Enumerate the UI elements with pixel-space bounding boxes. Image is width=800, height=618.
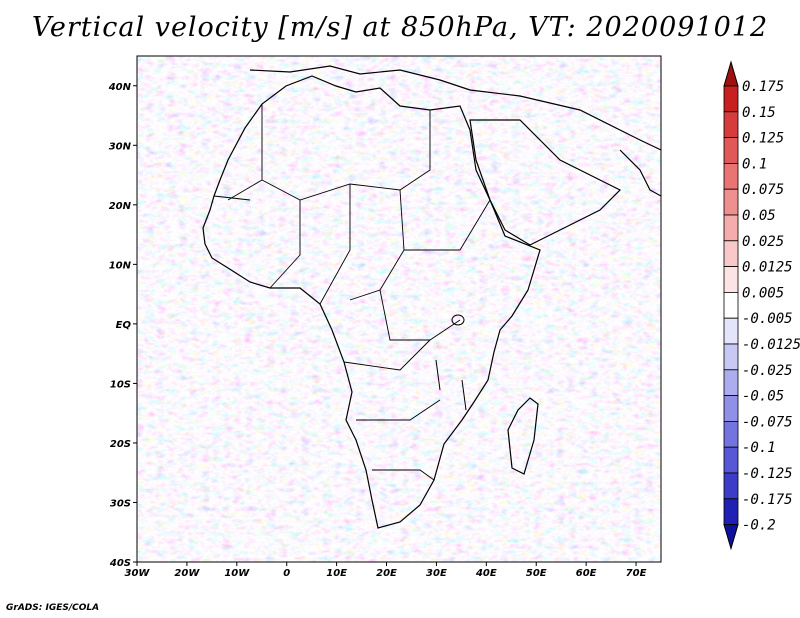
x-tick-label: 20W bbox=[174, 568, 200, 579]
colorbar-label: -0.2 bbox=[742, 518, 776, 534]
colorbar-swatch bbox=[723, 369, 739, 396]
colorbar-swatch bbox=[723, 343, 739, 371]
colorbar: 0.175 0.15 0.125 0.1 0.075 0.05 0.025 0.0125 0.0… bbox=[723, 60, 800, 551]
vertical-velocity-field bbox=[137, 56, 661, 562]
colorbar-swatch bbox=[723, 85, 739, 113]
colorbar-swatch bbox=[723, 395, 739, 422]
colorbar-label: -0.125 bbox=[742, 466, 793, 482]
colorbar-swatch bbox=[723, 266, 739, 293]
madagascar bbox=[507, 397, 539, 475]
x-tick-label: 30W bbox=[125, 568, 151, 579]
colorbar-label: 0.1 bbox=[742, 156, 767, 172]
x-tick-label: 0 bbox=[283, 568, 290, 579]
africa-coastline bbox=[202, 75, 541, 529]
colorbar-swatch bbox=[723, 446, 739, 474]
colorbar-label: 0.15 bbox=[742, 105, 776, 121]
colorbar-swatch bbox=[723, 240, 739, 268]
colorbar-label: 0.075 bbox=[742, 182, 784, 198]
x-axis-ticks: 30W 20W 10W 0 10E 20E 30E 40E 50E 60E 70E bbox=[125, 562, 647, 579]
y-axis-ticks: 40N 30N 20N 10N EQ 10S 20S 30S 40S bbox=[108, 82, 137, 569]
map-frame bbox=[136, 55, 662, 563]
y-tick-label: 40S bbox=[109, 558, 131, 569]
x-tick-label: 40E bbox=[475, 568, 497, 579]
colorbar-swatch bbox=[723, 162, 739, 190]
colorbar-swatch bbox=[723, 420, 739, 448]
y-tick-label: 10N bbox=[109, 260, 132, 271]
land-boundaries bbox=[202, 65, 661, 529]
colorbar-label: -0.0125 bbox=[742, 337, 800, 353]
colorbar-swatch bbox=[723, 291, 739, 319]
colorbar-label: -0.175 bbox=[742, 492, 793, 508]
chart-title: Vertical velocity [m/s] at 850hPa, VT: 2… bbox=[31, 12, 769, 43]
colorbar-label: -0.025 bbox=[742, 363, 793, 379]
colorbar-swatch bbox=[723, 317, 739, 345]
arabian-peninsula bbox=[469, 119, 622, 246]
colorbar-label: 0.025 bbox=[742, 234, 784, 250]
colorbar-label: -0.05 bbox=[742, 389, 784, 405]
colorbar-label: 0.05 bbox=[742, 208, 776, 224]
x-tick-label: 10W bbox=[224, 568, 250, 579]
grads-credit: GrADS: IGES/COLA bbox=[6, 603, 100, 613]
colorbar-swatch bbox=[723, 498, 739, 525]
colorbar-label: 0.175 bbox=[742, 79, 784, 95]
colorbar-label: -0.1 bbox=[742, 440, 776, 456]
y-tick-label: 10S bbox=[110, 379, 131, 390]
colorbar-label: -0.005 bbox=[742, 311, 793, 327]
colorbar-arrow-bottom bbox=[723, 524, 739, 551]
country-borders bbox=[213, 104, 491, 481]
y-tick-label: 30N bbox=[109, 141, 132, 152]
europe-asia-coast bbox=[249, 65, 661, 151]
colorbar-label: 0.0125 bbox=[742, 260, 793, 276]
colorbar-arrow-top bbox=[723, 60, 739, 87]
colorbar-label: 0.125 bbox=[742, 131, 784, 147]
x-tick-label: 50E bbox=[526, 568, 547, 579]
x-tick-label: 30E bbox=[426, 568, 447, 579]
lakes bbox=[435, 314, 467, 411]
y-tick-label: 30S bbox=[110, 498, 131, 509]
colorbar-label: 0.005 bbox=[742, 285, 784, 301]
colorbar-swatch bbox=[723, 137, 739, 164]
colorbar-swatch bbox=[723, 111, 739, 139]
x-tick-label: 70E bbox=[626, 568, 647, 579]
x-tick-label: 20E bbox=[376, 568, 397, 579]
colorbar-swatch bbox=[723, 188, 739, 216]
colorbar-swatch bbox=[723, 214, 739, 242]
colorbar-swatch bbox=[723, 472, 739, 500]
y-tick-label: 40N bbox=[108, 82, 132, 93]
y-tick-label: EQ bbox=[116, 320, 132, 331]
colorbar-label: -0.075 bbox=[742, 414, 793, 430]
x-tick-label: 10E bbox=[326, 568, 347, 579]
india-coast bbox=[619, 149, 661, 197]
x-tick-label: 60E bbox=[576, 568, 597, 579]
y-tick-label: 20S bbox=[110, 439, 131, 450]
y-tick-label: 20N bbox=[109, 201, 132, 212]
